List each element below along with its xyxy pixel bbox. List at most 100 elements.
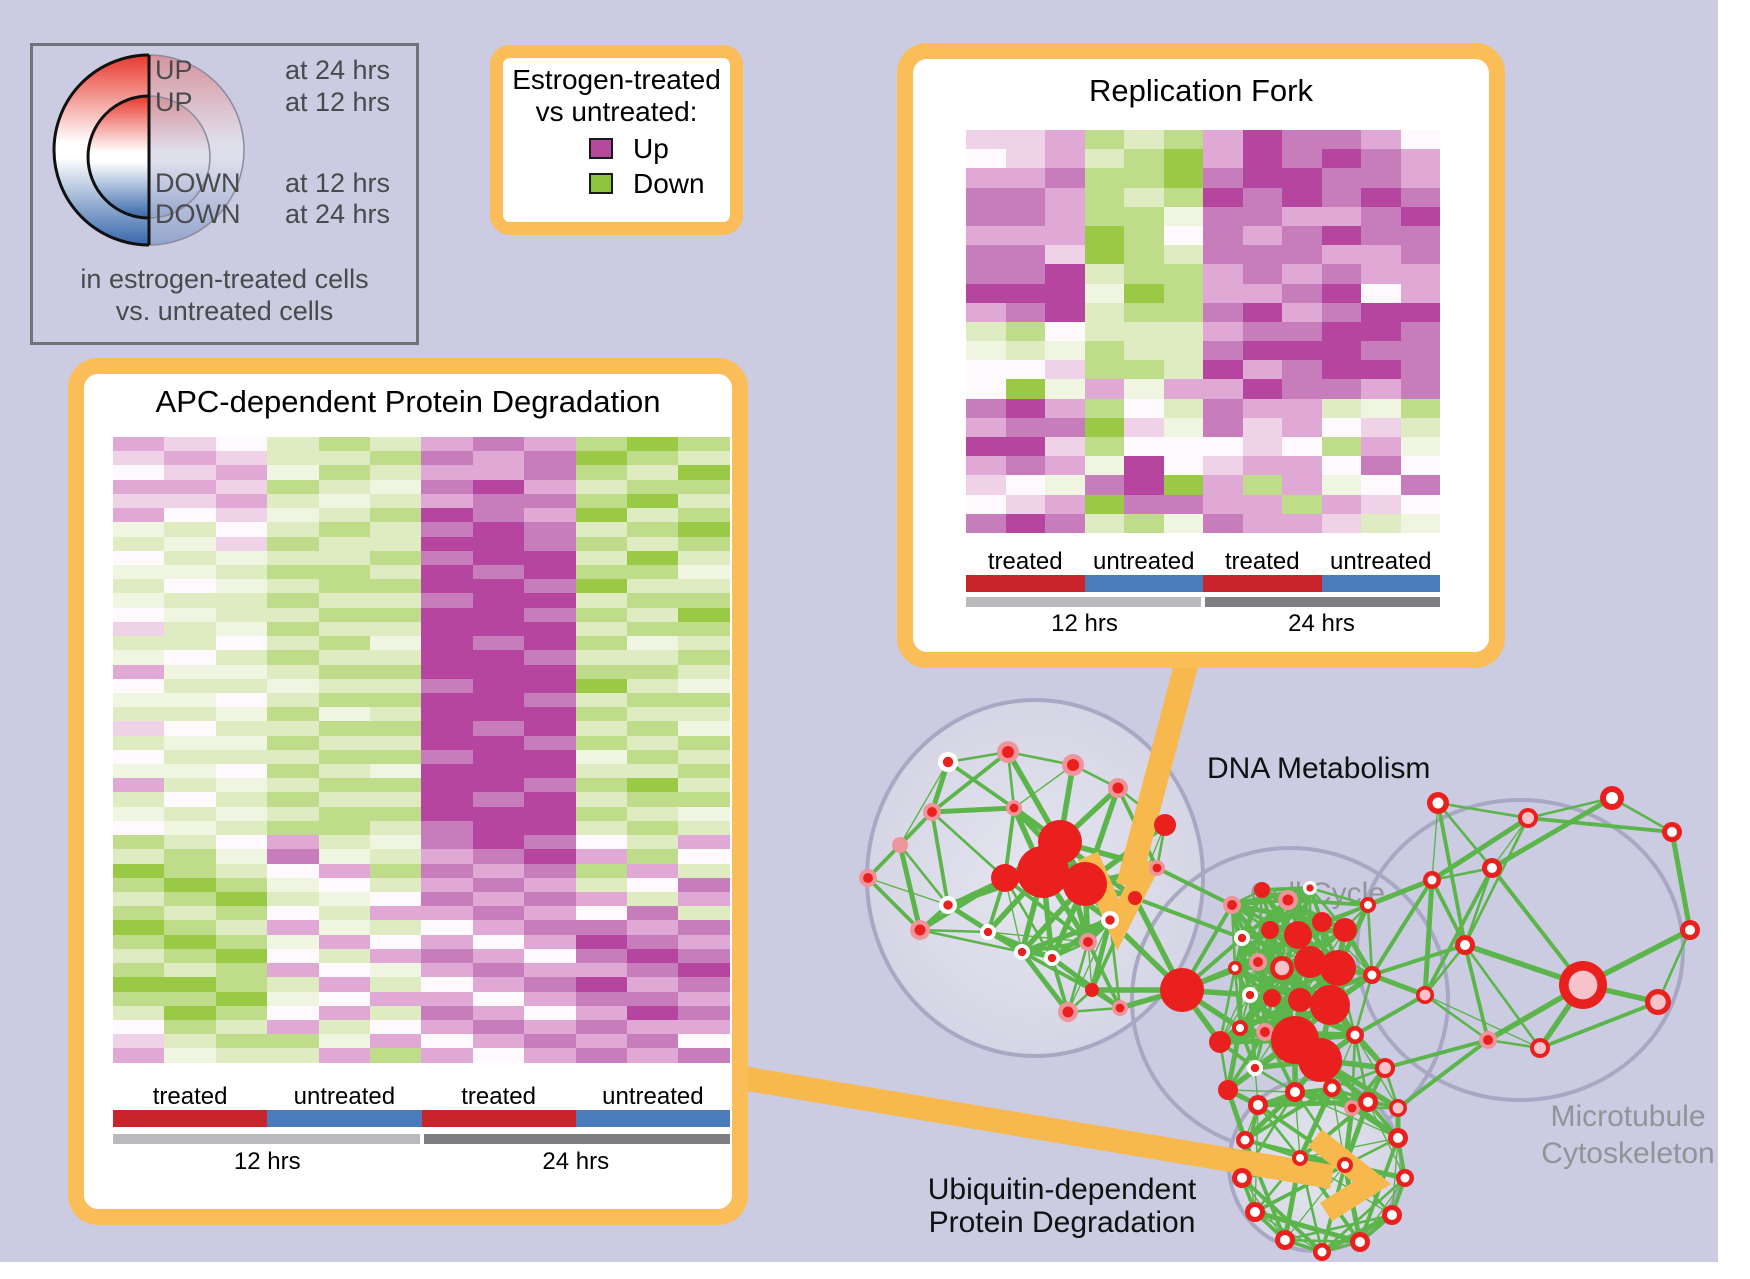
heatmap-cell (626, 564, 679, 580)
heatmap-cell (472, 621, 525, 637)
heatmap-cell (626, 963, 679, 978)
heatmap-cell (215, 508, 268, 523)
heatmap-row (113, 948, 730, 964)
heatmap-cell (575, 835, 627, 850)
network-edge (1463, 944, 1542, 1049)
heatmap-cell (1163, 225, 1203, 246)
heatmap-cell (421, 863, 473, 878)
heatmap-cell (524, 664, 576, 679)
heatmap-cell (966, 417, 1006, 437)
heatmap-cell (626, 479, 679, 494)
heatmap-cell (1242, 398, 1282, 418)
heatmap-cell (318, 820, 370, 836)
heatmap-cell (369, 451, 422, 466)
heatmap-row (113, 764, 730, 779)
heatmap-cell (1400, 513, 1440, 533)
network-node (1237, 933, 1247, 943)
heatmap-cell (575, 508, 627, 523)
heatmap-cell (1361, 321, 1401, 342)
heatmap-cell (113, 934, 165, 949)
heatmap-cell (1124, 398, 1164, 418)
heatmap-cell (678, 792, 730, 807)
network-edge (1270, 995, 1357, 1038)
heatmap-cell (678, 1034, 730, 1049)
network-edge (1422, 879, 1435, 996)
heatmap-cell (164, 991, 216, 1006)
network-node (1260, 1027, 1270, 1037)
heatmap-cell (113, 1048, 165, 1063)
heatmap-cell (369, 607, 422, 622)
heatmap-cell (1400, 187, 1440, 207)
heatmap-cell (1400, 149, 1440, 169)
heatmap-cell (472, 1019, 525, 1035)
network-node (943, 900, 953, 910)
network-node (1534, 1042, 1546, 1054)
heatmap-cell (1203, 206, 1243, 226)
network-edge (1219, 998, 1301, 1044)
heatmap-row (113, 522, 730, 537)
network-edge (1066, 941, 1090, 1013)
heatmap-cell (164, 835, 216, 850)
heatmap-cell (524, 451, 576, 466)
heatmap-cell (1163, 513, 1203, 533)
heatmap-cell (1005, 168, 1045, 188)
heatmap-cell (1361, 283, 1401, 303)
heatmap-cell (575, 948, 627, 964)
heatmap-row (113, 607, 730, 622)
apc-heatmap (113, 437, 730, 1063)
untreated-bar (575, 1110, 730, 1127)
heatmap-cell (524, 820, 576, 836)
heatmap-cell (472, 465, 525, 480)
heatmap-cell (1163, 398, 1203, 418)
heatmap-cell (524, 934, 576, 949)
untreated-bar (267, 1110, 422, 1127)
network-edge (898, 844, 950, 906)
heatmap-cell (626, 579, 679, 594)
heatmap-cell (369, 920, 422, 935)
heatmap-cell (215, 934, 268, 949)
heatmap-cell (369, 892, 422, 907)
heatmap-cell (164, 621, 216, 637)
heatmap-cell (369, 621, 422, 637)
heatmap-cell (966, 379, 1006, 399)
heatmap-cell (1005, 225, 1045, 246)
network-node (1392, 1102, 1404, 1114)
network-edge (1490, 795, 1614, 871)
network-edge (1294, 1090, 1369, 1104)
heatmap-cell (472, 920, 525, 935)
network-edge (1284, 1213, 1393, 1242)
heatmap-cell (215, 678, 268, 693)
heatmap-cell (318, 920, 370, 935)
heatmap-cell (1084, 283, 1124, 303)
network-edge (1491, 817, 1529, 869)
heatmap-cell (678, 493, 730, 509)
heatmap-cell (966, 187, 1006, 207)
heatmap-cell (966, 475, 1006, 495)
heatmap-cell (1084, 245, 1124, 265)
24hrs-label: 24 hrs (542, 1148, 610, 1175)
heatmap-cell (1045, 302, 1085, 322)
12hrs-label: 12 hrs (1051, 610, 1118, 637)
heatmap-cell (472, 522, 525, 537)
down-12-dir: DOWN (155, 168, 241, 198)
heatmap-cell (421, 1019, 473, 1035)
network-edge (930, 811, 950, 906)
network-edge (987, 931, 1089, 943)
network-edge (1297, 1086, 1335, 1160)
heatmap-cell (421, 749, 473, 765)
heatmap-cell (318, 508, 370, 523)
heatmap-cell (626, 1034, 679, 1049)
heatmap-cell (575, 593, 627, 608)
heatmap-cell (1321, 417, 1361, 437)
heatmap-cell (164, 451, 216, 466)
network-bridge-edge (1354, 993, 1426, 1037)
heatmap-cell (472, 579, 525, 594)
heatmap-cell (267, 707, 319, 722)
heatmap-cell (966, 264, 1006, 284)
network-bridge-edge (1396, 1038, 1490, 1110)
heatmap-cell (966, 245, 1006, 265)
heatmap-cell (626, 792, 679, 807)
heatmap-cell (113, 564, 165, 580)
heatmap-cell (575, 849, 627, 864)
heatmap-cell (318, 621, 370, 637)
